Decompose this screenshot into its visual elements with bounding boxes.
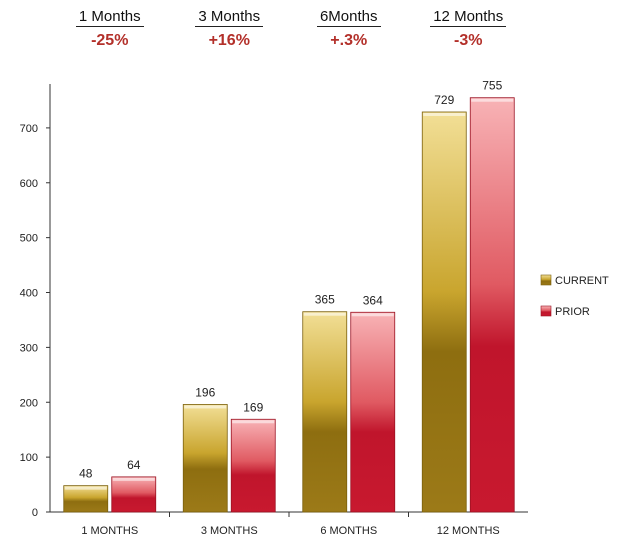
y-tick-label: 0 xyxy=(32,507,38,519)
x-category-label: 1 MONTHS xyxy=(81,525,138,537)
bar-value-label: 729 xyxy=(434,93,454,107)
summary-change-value: +16% xyxy=(208,32,250,49)
summary-change-value: -3% xyxy=(454,32,483,49)
x-category-label: 12 MONTHS xyxy=(437,525,500,537)
bar-value-label: 364 xyxy=(363,293,383,307)
bar-highlight xyxy=(471,98,514,102)
summary-change-value: -25% xyxy=(91,32,129,49)
legend-label: PRIOR xyxy=(555,306,590,318)
bar-prior xyxy=(469,97,515,513)
bar-highlight xyxy=(423,112,466,116)
bar-highlight xyxy=(184,405,227,409)
x-category-label: 6 MONTHS xyxy=(320,525,377,537)
bar-current xyxy=(421,111,467,513)
bar-highlight xyxy=(232,420,275,424)
bar-highlight xyxy=(303,312,346,316)
summary-header: 3 Months +16% xyxy=(174,8,284,50)
y-tick-label: 700 xyxy=(20,123,38,135)
y-tick-label: 200 xyxy=(20,397,38,409)
summary-period-label: 12 Months xyxy=(430,8,507,27)
bar-value-label: 755 xyxy=(482,79,502,93)
y-tick-label: 100 xyxy=(20,452,38,464)
bar-highlight xyxy=(351,313,394,317)
legend-swatch-current xyxy=(540,274,552,286)
bar-value-label: 196 xyxy=(195,385,215,399)
legend-label: CURRENT xyxy=(555,275,609,287)
summary-header: 1 Months -25% xyxy=(55,8,165,50)
bar-value-label: 169 xyxy=(243,400,263,414)
y-tick-label: 500 xyxy=(20,233,38,245)
bar-current xyxy=(182,404,228,513)
bar-current xyxy=(302,311,348,513)
bar-value-label: 64 xyxy=(127,458,141,472)
y-tick-label: 600 xyxy=(20,178,38,190)
x-category-label: 3 MONTHS xyxy=(201,525,258,537)
summary-period-label: 6Months xyxy=(316,8,381,27)
summary-period-label: 3 Months xyxy=(195,8,264,27)
summary-header: 12 Months -3% xyxy=(413,8,523,50)
bar-value-label: 365 xyxy=(315,293,335,307)
y-tick-label: 400 xyxy=(20,288,38,300)
bar-prior xyxy=(111,476,157,513)
bar-value-label: 48 xyxy=(79,467,93,481)
summary-header: 6Months +.3% xyxy=(294,8,404,50)
bar-current xyxy=(63,485,109,513)
bar-highlight xyxy=(112,477,155,481)
bar-prior xyxy=(350,311,396,513)
bar-highlight xyxy=(64,486,107,490)
y-tick-label: 300 xyxy=(20,342,38,354)
summary-period-label: 1 Months xyxy=(75,8,144,27)
summary-change-value: +.3% xyxy=(330,32,368,49)
bar-prior xyxy=(230,418,276,513)
legend-swatch-prior xyxy=(540,305,552,317)
